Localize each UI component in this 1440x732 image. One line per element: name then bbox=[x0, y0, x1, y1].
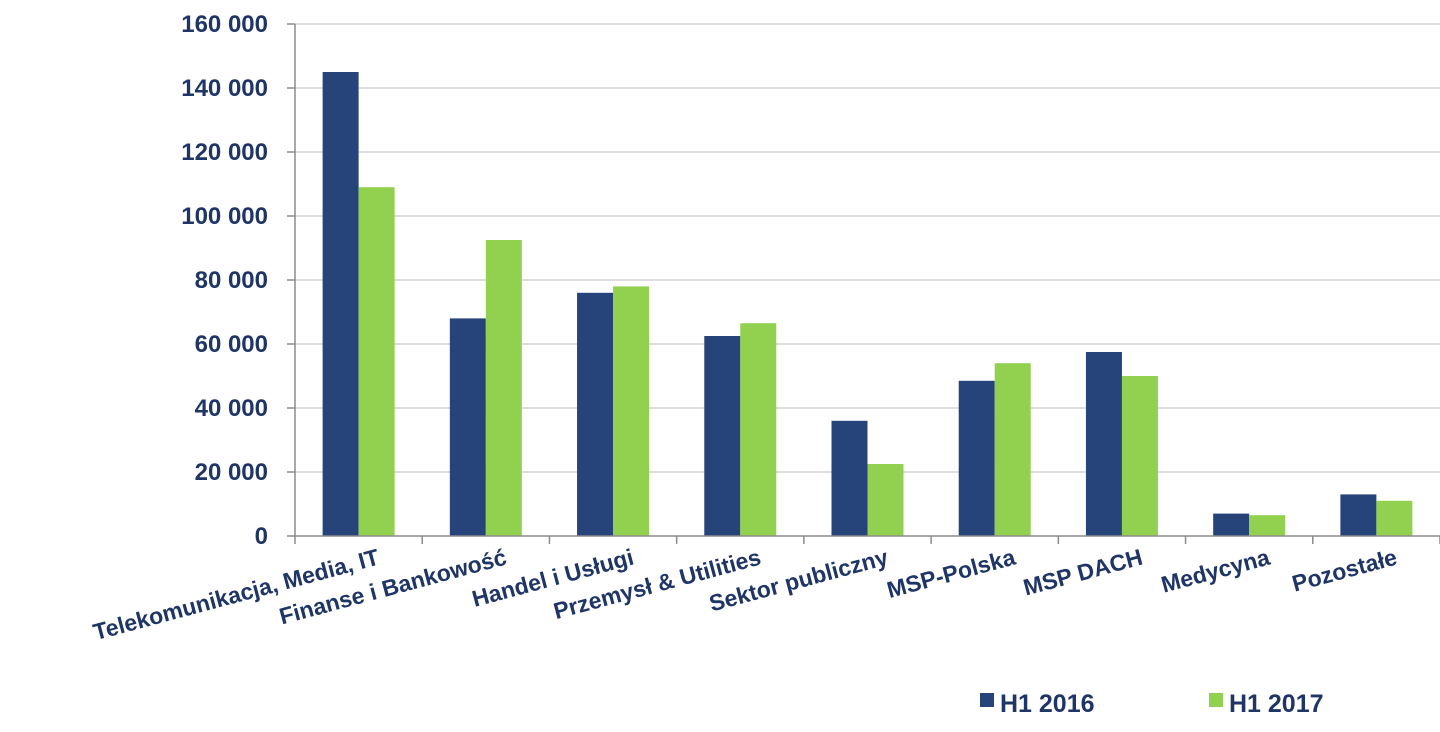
bar-h1-2017 bbox=[358, 187, 395, 536]
category-label: MSP DACH bbox=[1020, 544, 1145, 601]
y-tick-label: 140 000 bbox=[181, 75, 268, 102]
legend: H1 2016 H1 2017 bbox=[980, 690, 1324, 718]
bar-h1-2016 bbox=[958, 380, 995, 536]
bar-h1-2016 bbox=[322, 72, 359, 536]
category-label: Medycyna bbox=[1158, 544, 1272, 598]
y-tick-label: 0 bbox=[255, 523, 268, 550]
legend-swatch bbox=[980, 693, 994, 707]
y-axis-tick-labels: 0 20 000 40 000 60 000 80 000 100 000 120 000 1… bbox=[181, 11, 295, 550]
y-tick-label: 100 000 bbox=[181, 203, 268, 230]
y-tick-label: 160 000 bbox=[181, 11, 268, 38]
bar-h1-2016 bbox=[1213, 513, 1250, 536]
axes bbox=[294, 24, 1440, 544]
bar-h1-2016 bbox=[1340, 494, 1377, 536]
category-label: Pozostałe bbox=[1289, 544, 1399, 597]
bar-h1-2017 bbox=[1121, 376, 1158, 536]
bar-h1-2016 bbox=[449, 318, 486, 536]
y-tick-label: 40 000 bbox=[195, 395, 268, 422]
bar-h1-2016 bbox=[831, 420, 868, 536]
y-tick-label: 60 000 bbox=[195, 331, 268, 358]
bar-h1-2017 bbox=[485, 240, 522, 536]
y-tick-label: 20 000 bbox=[195, 459, 268, 486]
legend-label: H1 2017 bbox=[1229, 690, 1324, 718]
legend-label: H1 2016 bbox=[1000, 690, 1095, 718]
y-tick-label: 80 000 bbox=[195, 267, 268, 294]
bar-h1-2017 bbox=[613, 286, 650, 536]
bar-h1-2017 bbox=[1249, 515, 1286, 536]
bar-h1-2017 bbox=[740, 323, 777, 536]
bar-h1-2016 bbox=[704, 336, 741, 536]
bar-h1-2017 bbox=[994, 363, 1031, 536]
bar-h1-2016 bbox=[1085, 352, 1122, 536]
bar-h1-2017 bbox=[867, 464, 904, 536]
bar-h1-2017 bbox=[1376, 500, 1413, 536]
legend-swatch bbox=[1209, 693, 1223, 707]
category-label: MSP-Polska bbox=[884, 544, 1018, 603]
y-tick-label: 120 000 bbox=[181, 139, 268, 166]
bars bbox=[322, 72, 1413, 536]
bar-h1-2016 bbox=[577, 292, 614, 536]
